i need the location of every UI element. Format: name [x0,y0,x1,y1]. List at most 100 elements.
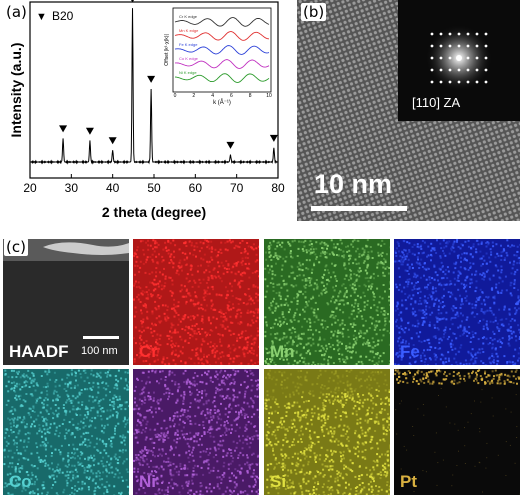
eds-map-image [394,369,520,495]
scale-bar [311,206,407,211]
peak-marker [147,75,156,83]
diffraction-spot [484,68,488,72]
diffraction-spot [430,68,434,72]
eds-map-haadf: HAADF [3,239,129,365]
diffraction-spot [466,68,470,72]
eds-map-image [133,369,259,495]
diffraction-spot [475,44,479,48]
inset-x-tick-label: 6 [230,93,233,99]
diffraction-spot [475,80,479,84]
diffraction-spot [466,32,470,36]
eds-map-pt: Pt [394,369,520,495]
inset-x-tick-label: 10 [266,93,272,99]
diffraction-spot [457,32,461,36]
exafs-trace-label: Ni K edge [179,70,197,75]
legend-label: B20 [52,9,74,23]
diffraction-spot [439,80,443,84]
exafs-trace [174,73,270,83]
hrtem-panel: (b) [110] ZA 10 nm [297,0,520,221]
exafs-inset: Cr K edge Mn K edge Fe K edge Co K edge Ni K… [164,7,272,106]
eds-map-image [264,239,390,365]
diffraction-spot [439,68,443,72]
eds-map-label: Ni [139,472,156,491]
eds-map-image [133,239,259,365]
inset-x-tick-label: 8 [249,93,252,99]
diffraction-spot [457,68,461,72]
legend-marker: ▼ [36,11,47,23]
diffraction-spot [456,55,462,61]
y-axis-label: Intensity (a.u.) [8,43,24,138]
x-tick-label: 20 [23,181,37,195]
peak-marker [59,125,68,133]
diffraction-spot [475,32,479,36]
eds-map-image [3,239,129,261]
xrd-trace [29,8,279,165]
x-tick-label: 80 [271,181,285,195]
haadf-scale-bar [83,336,119,339]
inset-x-tick-label: 0 [174,93,177,99]
eds-map-image [264,369,390,495]
diffraction-spot [475,68,479,72]
inset-x-label: k (Å⁻¹) [213,99,231,106]
diffraction-spot [448,80,452,84]
eds-map-label: HAADF [9,342,69,361]
eds-map-mn: Mn [264,239,390,365]
haadf-scale-label: 100 nm [81,345,118,357]
fft-pattern [425,24,493,92]
panel-c-label: (c) [4,238,28,256]
diffraction-spot [439,32,443,36]
exafs-trace [174,31,269,41]
diffraction-spot [439,44,443,48]
peak-marker [108,137,117,145]
diffraction-spot [448,44,452,48]
panel-b-label: (b) [301,3,327,21]
exafs-trace-label: Cr K edge [179,14,198,19]
inset-x-tick-label: 4 [211,93,214,99]
eds-map-label: Si [270,472,287,491]
inset-y-label: Offset |k³·χ(k)| [164,34,170,66]
eds-map-ni: Ni [133,369,259,495]
fft-zone-axis-label: [110] ZA [412,95,461,110]
eds-map-label: Fe [400,342,420,361]
scale-bar-label: 10 nm [314,169,393,199]
diffraction-spot [430,80,434,84]
diffraction-spot [484,44,488,48]
eds-map-image [3,369,129,495]
diffraction-spot [484,80,488,84]
x-tick-label: 40 [106,181,120,195]
peak-marker [269,134,278,142]
diffraction-spot [484,32,488,36]
exafs-trace-label: Co K edge [179,56,199,61]
diffraction-spot [466,80,470,84]
x-tick-label: 70 [230,181,244,195]
diffraction-spot [448,68,452,72]
eds-map-label: Cr [139,342,158,361]
diffraction-spot [439,56,443,60]
diffraction-spot [448,56,452,60]
xrd-chart: (a) ▼ B20 20 30 40 50 60 70 80 Intensity (a.u.… [6,0,285,220]
diffraction-spot [484,56,488,60]
diffraction-spot [457,80,461,84]
eds-map-fe: Fe [394,239,520,365]
eds-map-label: Mn [270,342,295,361]
diffraction-spot [448,32,452,36]
diffraction-spot [430,56,434,60]
peak-marker [226,141,235,149]
panel-a-label: (a) [6,3,27,21]
diffraction-spot [466,44,470,48]
fft-inset: [110] ZA [398,0,520,121]
exafs-trace [174,45,270,55]
diffraction-spot [430,32,434,36]
inset-x-tick-label: 2 [192,93,195,99]
exafs-trace-label: Mn K edge [179,28,199,33]
peak-marker [85,127,94,135]
exafs-trace [174,17,270,27]
x-tick-label: 60 [189,181,203,195]
eds-map-image [394,239,520,365]
exafs-trace [175,59,270,69]
diffraction-spot [475,56,479,60]
peak-marker [131,0,134,3]
eds-map-label: Co [9,472,32,491]
eds-map-co: Co [3,369,129,495]
exafs-trace-label: Fe K edge [179,42,198,47]
